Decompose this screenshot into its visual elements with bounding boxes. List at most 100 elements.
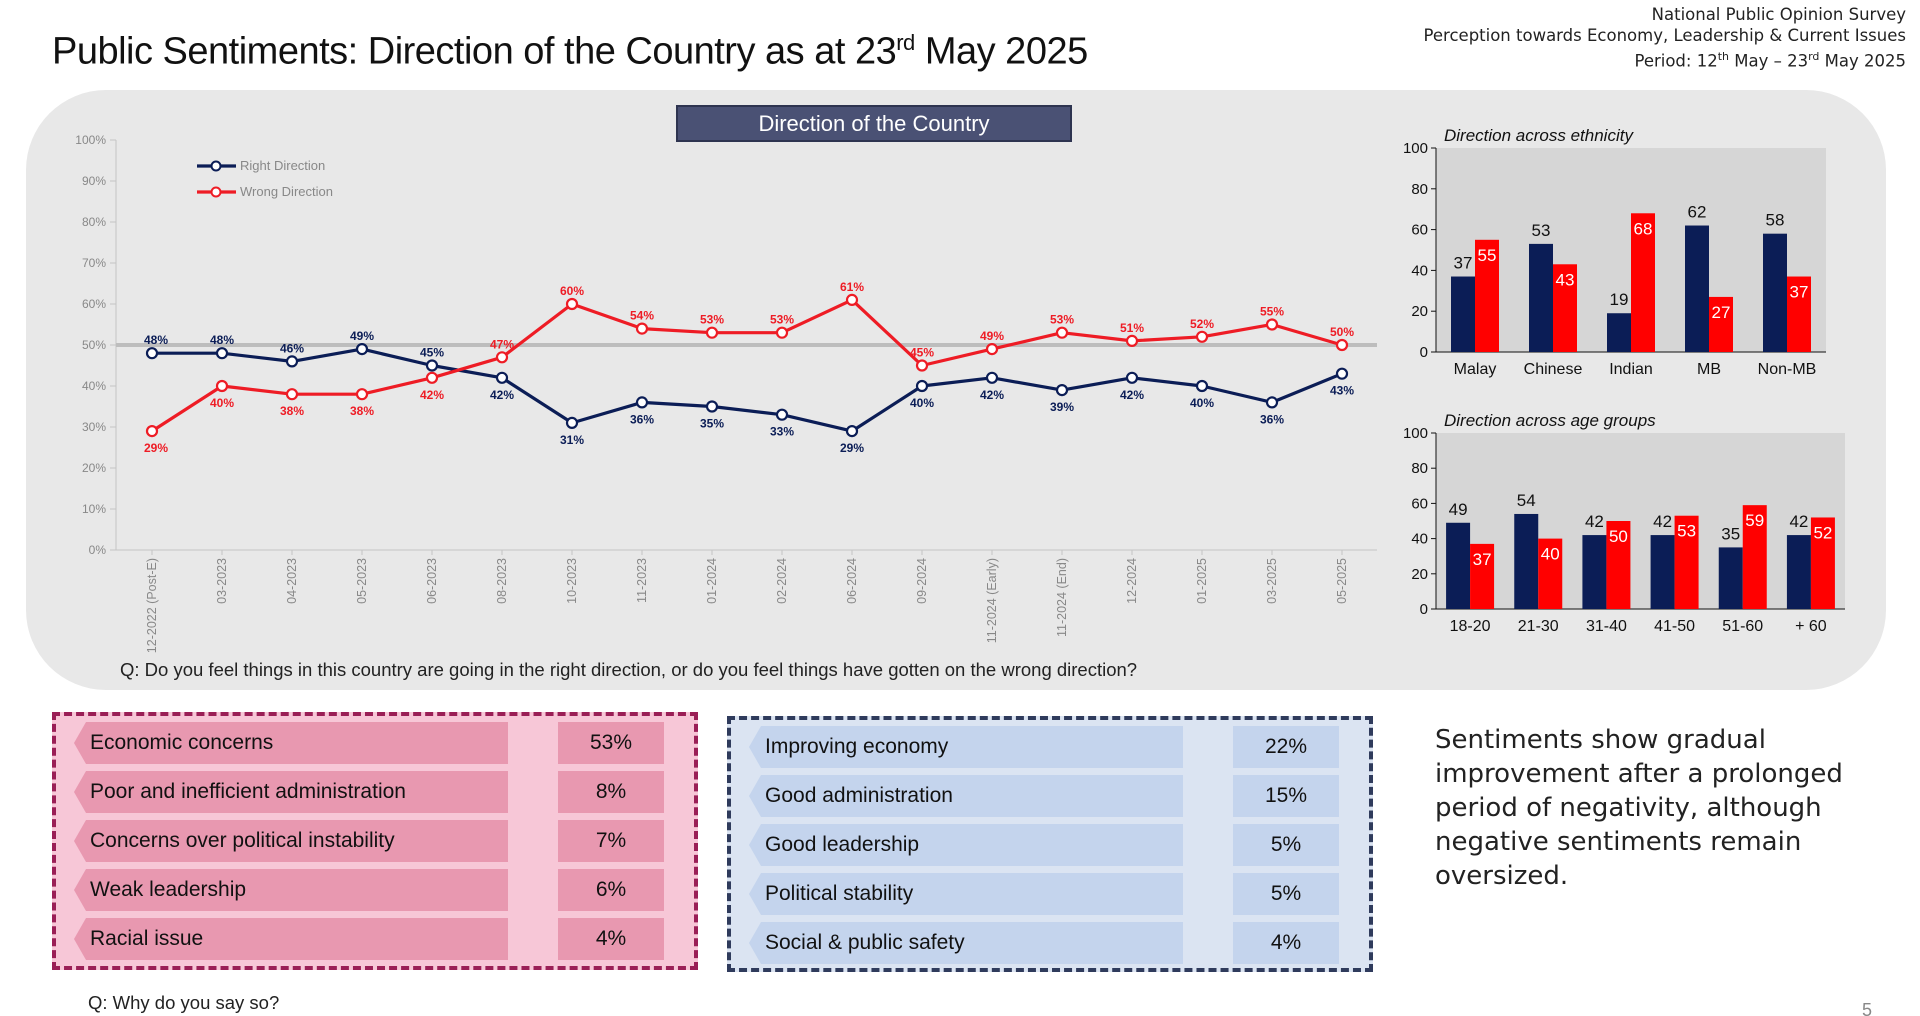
- negative-reason-value: 6%: [558, 869, 664, 911]
- right-direction-value-label: 42: [1585, 512, 1604, 531]
- x-tick-label: 03-2025: [1265, 558, 1279, 604]
- negative-reason-value: 8%: [558, 771, 664, 813]
- right-direction-data-label: 39%: [1050, 400, 1074, 414]
- right-direction-value-label: 49: [1449, 500, 1468, 519]
- y-tick-label: 40: [1411, 262, 1428, 279]
- wrong-direction-point: [565, 297, 579, 311]
- x-tick-label: 09-2024: [915, 558, 929, 604]
- legend-wrong-label: Wrong Direction: [240, 184, 333, 199]
- right-direction-point: [215, 347, 229, 360]
- y-tick-label: 20: [1411, 566, 1428, 583]
- positive-reason-value: 22%: [1233, 726, 1339, 768]
- x-category-label: Chinese: [1524, 361, 1583, 378]
- wrong-direction-data-label: 50%: [1330, 325, 1354, 339]
- x-tick-label: 08-2023: [495, 558, 509, 604]
- wrong-direction-value-label: 53: [1677, 522, 1696, 541]
- right-direction-data-label: 46%: [280, 341, 304, 355]
- x-category-label: 41-50: [1654, 618, 1695, 635]
- x-tick-label: 04-2023: [285, 558, 299, 604]
- wrong-direction-value-label: 43: [1556, 270, 1575, 289]
- wrong-direction-value-label: 37: [1473, 550, 1492, 569]
- x-category-label: 51-60: [1722, 618, 1763, 635]
- negative-reasons-box: Economic concerns 53% Poor and inefficien…: [52, 712, 698, 970]
- right-direction-bar: [1685, 225, 1709, 352]
- right-direction-point: [775, 408, 789, 421]
- right-direction-data-label: 33%: [770, 425, 794, 439]
- wrong-direction-point: [1265, 318, 1279, 331]
- page-title-suffix: rd: [896, 30, 915, 55]
- negative-reason-label: Economic concerns: [74, 722, 508, 764]
- x-tick-label: 05-2023: [355, 558, 369, 604]
- wrong-direction-value-label: 40: [1541, 545, 1560, 564]
- x-category-label: MB: [1697, 361, 1721, 378]
- y-tick-label: 0: [1420, 344, 1428, 361]
- x-tick-label: 03-2023: [215, 558, 229, 604]
- right-direction-point: [635, 396, 649, 409]
- y-tick-label: 20: [1411, 303, 1428, 320]
- right-direction-bar: [1451, 276, 1475, 352]
- right-direction-data-label: 36%: [1260, 412, 1284, 426]
- legend-right-label: Right Direction: [240, 158, 325, 173]
- right-direction-value-label: 35: [1721, 524, 1740, 543]
- right-direction-point: [285, 355, 299, 368]
- bar-chart-title: Direction across age groups: [1444, 411, 1656, 430]
- right-direction-data-label: 48%: [210, 333, 234, 347]
- x-tick-label: 01-2024: [705, 558, 719, 604]
- x-category-label: Non-MB: [1758, 361, 1817, 378]
- right-direction-value-label: 62: [1688, 203, 1707, 222]
- positive-reason-label: Good leadership: [749, 824, 1183, 866]
- wrong-direction-point: [985, 343, 999, 356]
- wrong-direction-data-label: 52%: [1190, 317, 1214, 331]
- wrong-direction-value-label: 37: [1790, 283, 1809, 302]
- negative-reason-value: 53%: [558, 722, 664, 764]
- y-tick-label: 20%: [82, 461, 106, 475]
- right-direction-point: [1195, 379, 1209, 393]
- y-tick-label: 80: [1411, 460, 1428, 477]
- right-direction-value-label: 37: [1454, 254, 1473, 273]
- line-chart-title: Direction of the Country: [676, 105, 1072, 142]
- wrong-direction-bar: [1606, 521, 1631, 609]
- right-direction-point: [495, 371, 509, 384]
- right-direction-point: [355, 343, 369, 356]
- wrong-direction-point: [1195, 330, 1209, 343]
- y-tick-label: 100: [1403, 425, 1428, 442]
- wrong-direction-value-label: 27: [1712, 303, 1731, 322]
- wrong-direction-bar: [1787, 276, 1811, 352]
- x-tick-label: 11-2024 (End): [1055, 558, 1069, 637]
- period-start-suffix: th: [1717, 50, 1729, 63]
- y-tick-label: 50%: [82, 338, 106, 352]
- x-category-label: 31-40: [1586, 618, 1627, 635]
- negative-reason-value: 4%: [558, 918, 664, 960]
- wrong-direction-bar: [1553, 264, 1577, 352]
- negative-reason-label: Concerns over political instability: [74, 820, 508, 862]
- positive-reason-label: Social & public safety: [749, 922, 1183, 964]
- legend-right-marker: [210, 160, 222, 172]
- y-tick-label: 40%: [82, 379, 106, 393]
- survey-info: National Public Opinion Survey Perceptio…: [1424, 4, 1906, 72]
- right-direction-data-label: 36%: [630, 412, 654, 426]
- x-tick-label: 06-2024: [845, 558, 859, 604]
- right-direction-data-label: 31%: [560, 433, 584, 447]
- wrong-direction-point: [215, 379, 229, 393]
- x-tick-label: 06-2023: [425, 558, 439, 604]
- negative-reason-label: Weak leadership: [74, 869, 508, 911]
- wrong-direction-point: [635, 322, 649, 335]
- wrong-direction-point: [1055, 326, 1069, 339]
- negative-reason-label: Racial issue: [74, 918, 508, 960]
- x-tick-label: 11-2024 (Early): [985, 558, 999, 643]
- positive-reason-label: Political stability: [749, 873, 1183, 915]
- wrong-direction-bar: [1810, 517, 1835, 609]
- wrong-direction-point: [285, 388, 299, 401]
- x-category-label: 21-30: [1518, 618, 1559, 635]
- y-tick-label: 60: [1411, 495, 1428, 512]
- ethnicity-bar-chart: Direction across ethnicity 0 20 40 60 80 100 Ma…: [1403, 126, 1826, 378]
- y-tick-label: 90%: [82, 174, 106, 188]
- right-direction-bar: [1650, 535, 1675, 609]
- wrong-direction-point: [845, 293, 859, 306]
- y-tick-label: 40: [1411, 531, 1428, 548]
- right-direction-bar: [1446, 522, 1471, 609]
- right-direction-point: [1265, 396, 1279, 409]
- right-direction-point: [1055, 384, 1069, 397]
- wrong-direction-bar: [1470, 543, 1495, 609]
- y-tick-label: 60: [1411, 222, 1428, 239]
